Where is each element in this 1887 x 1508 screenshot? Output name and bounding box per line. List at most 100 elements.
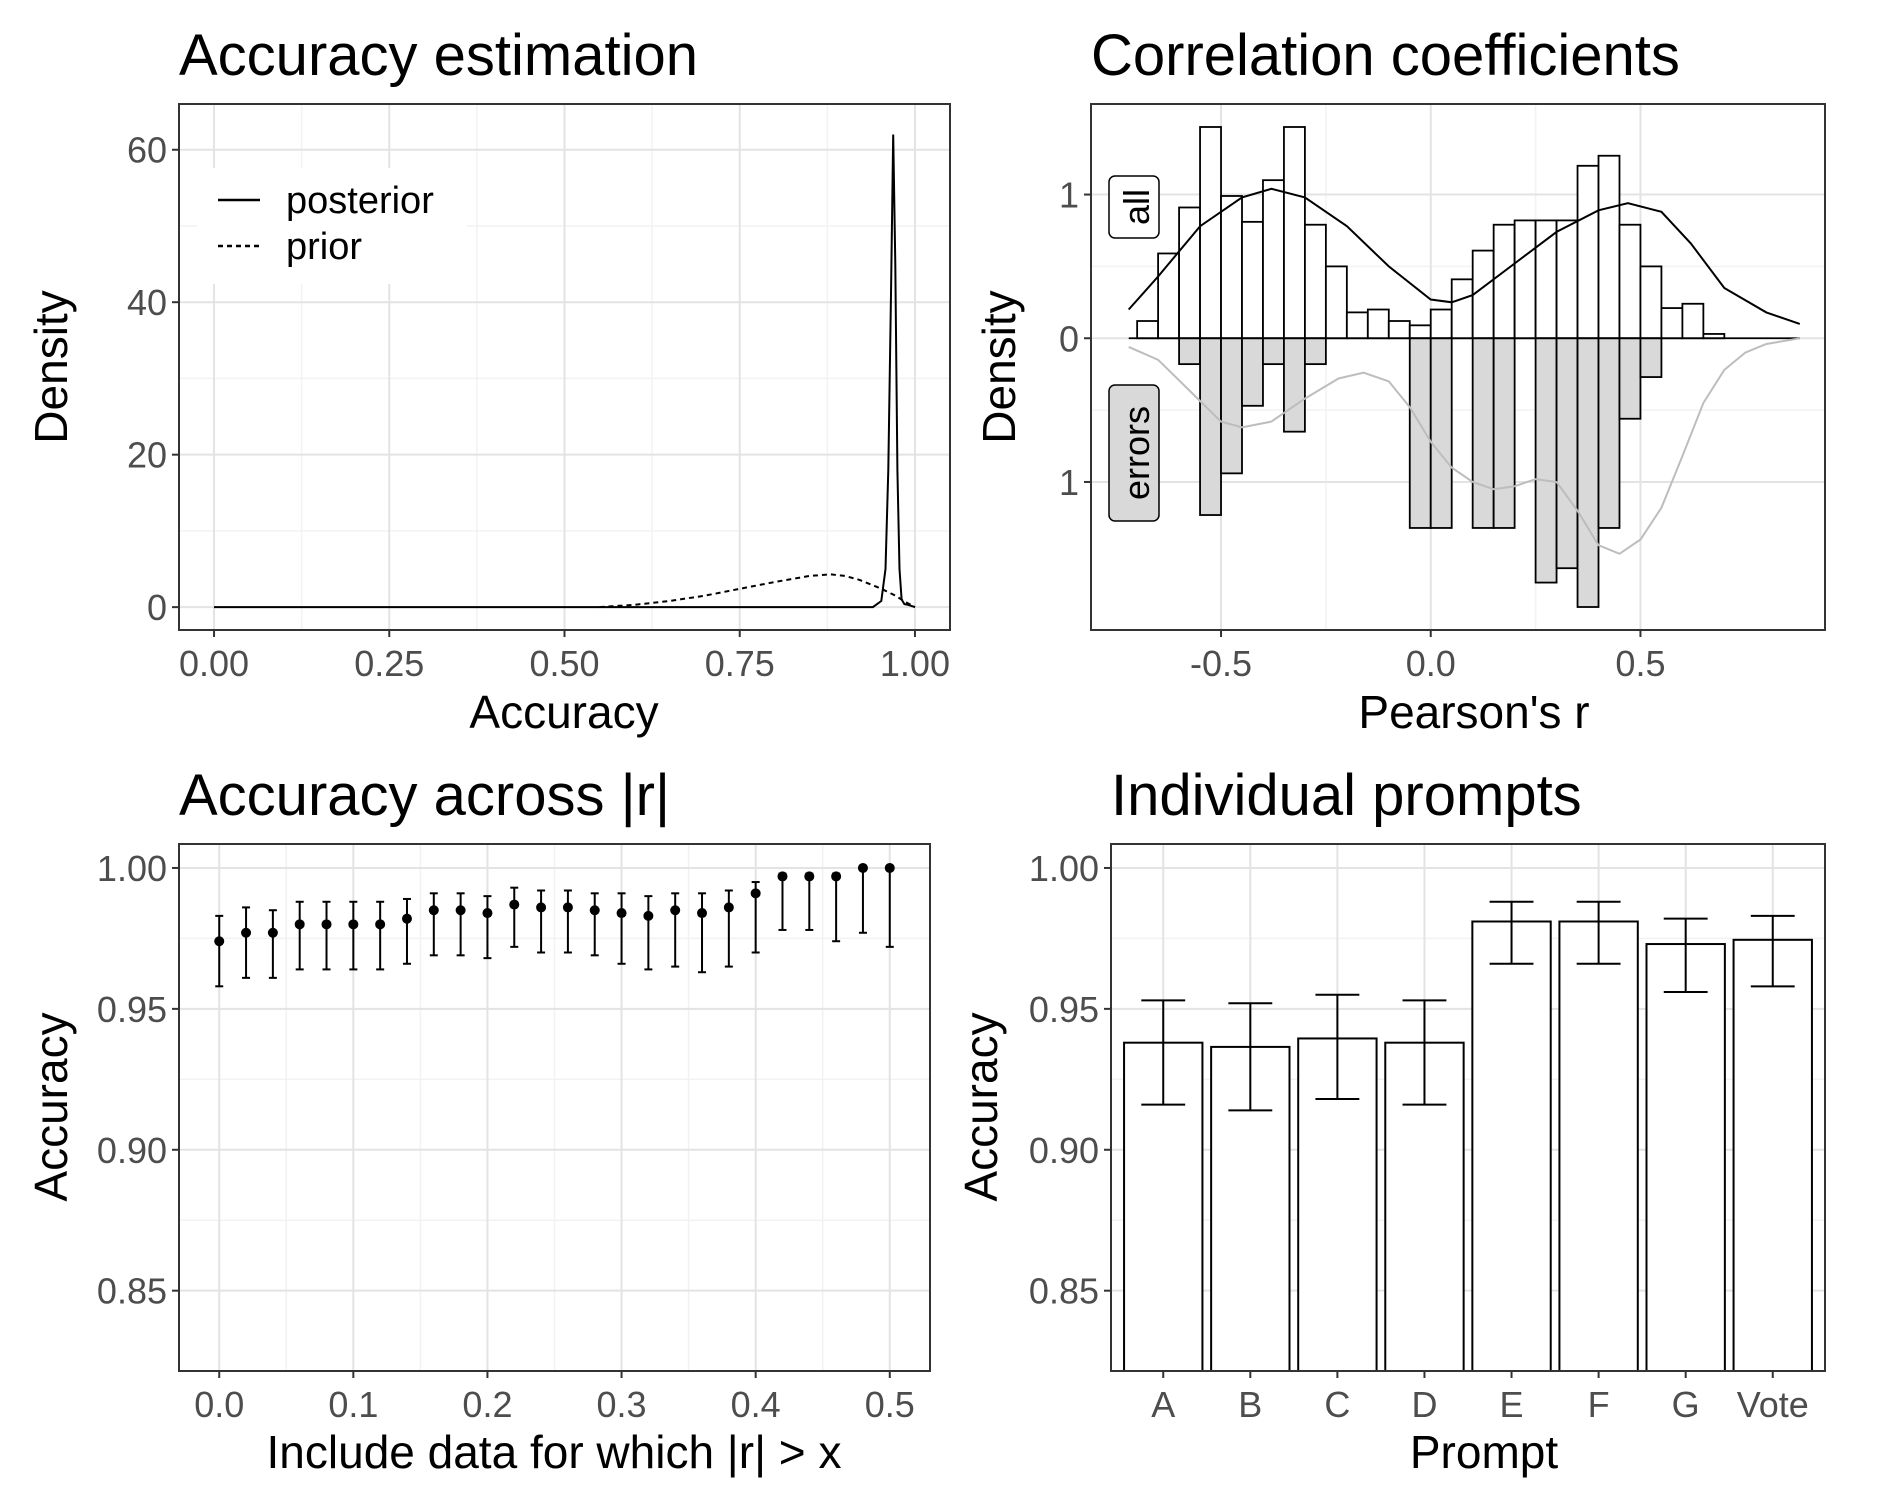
- histogram-bar-errors: [1283, 337, 1306, 433]
- x-tick-label: 1.00: [880, 643, 950, 684]
- data-point: [697, 908, 708, 919]
- correlation-coefficients-panel: Correlation coefficients -0.5 0.0 0.5 1 0 1 a…: [973, 23, 1826, 738]
- histogram-bar-all: [1366, 308, 1390, 340]
- histogram-bar-all: [1262, 179, 1285, 340]
- x-tick-label: -0.5: [1190, 643, 1252, 684]
- accuracy-estimation-title: Accuracy estimation: [179, 23, 698, 88]
- errors-density-line: [1128, 337, 1800, 555]
- histogram-bar-all: [1639, 265, 1663, 340]
- y-tick-label: 0.85: [1029, 1271, 1099, 1312]
- x-tick-label: E: [1500, 1384, 1524, 1425]
- data-point: [401, 913, 412, 924]
- histogram-bar-all: [1513, 219, 1537, 340]
- histogram-bar-errors: [1241, 337, 1264, 407]
- x-tick-label: 0.75: [705, 643, 775, 684]
- histogram-bar-errors: [1304, 337, 1327, 366]
- prompt-bar: [1471, 920, 1552, 1372]
- y-tick-label: 0.85: [97, 1271, 167, 1312]
- correlation-coefficients-frame: [1090, 103, 1826, 631]
- correlation-coefficients-y-axis-label: Density: [973, 290, 1025, 443]
- accuracy-estimation-legend: posterior prior: [197, 168, 467, 284]
- x-tick-label: 0.50: [529, 643, 599, 684]
- histogram-bar-errors: [1199, 337, 1222, 516]
- accuracy-across-r-title: Accuracy across |r|: [179, 763, 670, 828]
- data-point: [562, 902, 573, 913]
- histogram-bar-all: [1157, 252, 1180, 340]
- histogram-bar-all: [1660, 307, 1684, 340]
- prompt-bar: [1558, 920, 1639, 1372]
- prompt-bar: [1645, 943, 1726, 1373]
- data-point: [321, 919, 332, 930]
- histogram-bar-all: [1492, 223, 1516, 340]
- histogram-bar-errors: [1618, 337, 1642, 420]
- y-tick-label: 1: [1059, 462, 1079, 503]
- data-point: [831, 871, 842, 882]
- data-point: [294, 919, 305, 930]
- legend-label-prior: prior: [286, 226, 362, 268]
- y-tick-label: 60: [127, 130, 167, 171]
- data-point: [857, 862, 868, 873]
- data-point: [375, 919, 386, 930]
- histogram-bar-all: [1429, 308, 1453, 340]
- legend-label-posterior: posterior: [286, 180, 434, 222]
- data-point: [241, 927, 252, 938]
- histogram-bar-all: [1387, 320, 1411, 340]
- individual-prompts-y-axis-label: Accuracy: [955, 1012, 1007, 1201]
- data-point: [589, 905, 600, 916]
- data-point: [884, 862, 895, 873]
- data-point: [643, 910, 654, 921]
- histogram-bar-all: [1199, 126, 1222, 340]
- data-point: [455, 905, 466, 916]
- histogram-bar-errors: [1220, 337, 1243, 475]
- data-point: [267, 927, 278, 938]
- histogram-bar-errors: [1555, 337, 1579, 570]
- histogram-bar-errors: [1262, 337, 1285, 366]
- histogram-bar-errors: [1576, 337, 1600, 608]
- y-tick-label: 1.00: [1029, 848, 1099, 889]
- histogram-bar-all: [1136, 320, 1160, 340]
- x-tick-label: 0.5: [1615, 643, 1665, 684]
- histogram-bar-all: [1597, 154, 1621, 340]
- strip-label-errors-text: errors: [1116, 406, 1157, 500]
- data-point: [723, 902, 734, 913]
- x-tick-label: A: [1151, 1384, 1175, 1425]
- individual-prompts-x-axis-label: Prompt: [1410, 1426, 1558, 1478]
- x-tick-label: B: [1238, 1384, 1262, 1425]
- accuracy-estimation-y-axis-label: Density: [25, 290, 77, 443]
- accuracy-estimation-panel: Accuracy estimation 0.00 0.25 0.50 0.75 1.00…: [25, 23, 951, 738]
- accuracy-across-r-x-axis-label: Include data for which |r| > x: [267, 1426, 842, 1478]
- x-tick-label: 0.2: [462, 1384, 512, 1425]
- histogram-bar-all: [1450, 278, 1474, 340]
- x-tick-label: 0.5: [865, 1384, 915, 1425]
- x-tick-label: F: [1588, 1384, 1610, 1425]
- strip-label-errors: errors: [1108, 384, 1160, 522]
- histogram-bar-errors: [1471, 337, 1495, 529]
- strip-label-all: all: [1108, 175, 1160, 239]
- y-tick-label: 1: [1059, 175, 1079, 216]
- data-point: [428, 905, 439, 916]
- accuracy-estimation-x-axis-label: Accuracy: [469, 686, 658, 738]
- x-tick-label: 0.25: [354, 643, 424, 684]
- histogram-bar-all: [1408, 324, 1432, 340]
- x-tick-label: 0.1: [328, 1384, 378, 1425]
- accuracy-across-r-panel: Accuracy across |r| 0.0 0.1 0.2 0.3 0.4 0.5 0.…: [25, 763, 931, 1478]
- strip-label-errors-box: [1108, 384, 1160, 522]
- prompt-bar: [1210, 1045, 1291, 1372]
- histogram-bar-errors: [1597, 337, 1621, 529]
- y-tick-label: 0.95: [97, 989, 167, 1030]
- correlation-coefficients-title: Correlation coefficients: [1091, 23, 1680, 88]
- x-tick-label: 0.0: [1406, 643, 1456, 684]
- prior-density-line: [599, 573, 916, 609]
- histogram-bar-all: [1220, 195, 1243, 340]
- histogram-bar-all: [1555, 219, 1579, 340]
- y-tick-label: 20: [127, 435, 167, 476]
- histogram-bar-all: [1283, 126, 1306, 340]
- legend-background: [197, 168, 467, 284]
- y-tick-label: 0.90: [1029, 1130, 1099, 1171]
- x-tick-label: G: [1672, 1384, 1700, 1425]
- y-tick-label: 40: [127, 282, 167, 323]
- data-point: [214, 936, 225, 947]
- x-tick-label: Vote: [1737, 1384, 1809, 1425]
- y-tick-label: 0.90: [97, 1130, 167, 1171]
